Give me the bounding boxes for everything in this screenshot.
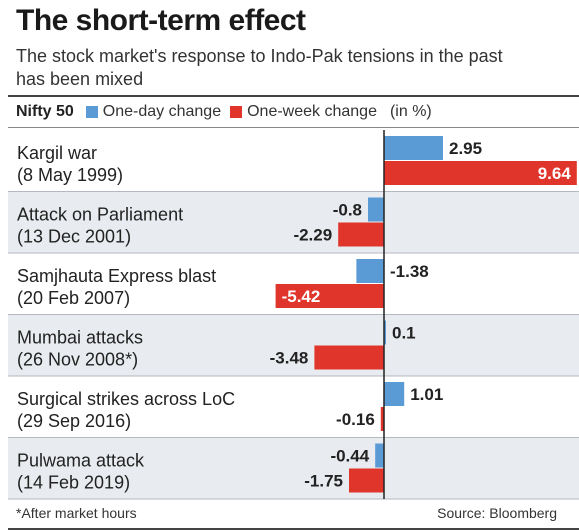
row-background [8,376,579,438]
category-label: Pulwama attack [17,451,145,471]
category-label: (14 Feb 2019) [17,473,130,493]
top-rule [8,95,579,97]
one-day-value-label: -1.38 [390,262,429,281]
category-label: (20 Feb 2007) [17,288,130,308]
one-week-value-label: -1.75 [304,472,343,491]
legend-label-one-day: One-day change [102,103,222,120]
one-week-bar [384,161,577,185]
one-day-value-label: 2.95 [449,139,482,158]
one-day-value-label: -0.44 [330,447,369,466]
row-background [8,191,579,253]
one-day-bar [384,136,443,160]
legend-swatch-one-week [230,106,243,118]
source-note: Source: Bloomberg [437,505,557,521]
one-week-value-label: -5.42 [282,287,321,306]
category-label: Surgical strikes across LoC [17,389,235,409]
one-day-value-label: -0.8 [333,201,362,220]
category-label: (29 Sep 2016) [17,411,131,431]
one-week-value-label: -2.29 [293,226,332,245]
category-label: Attack on Parliament [17,205,183,225]
one-day-bar [368,197,384,222]
one-week-bar [349,468,384,493]
row-background [8,437,579,499]
one-day-bar [356,259,384,283]
one-week-bar [275,284,384,308]
one-week-value-label: -0.16 [336,410,375,429]
category-label: (26 Nov 2008*) [17,350,138,370]
one-day-value-label: 1.01 [410,385,443,404]
chart-subtitle: The stock market's response to Indo-Pak … [16,46,503,89]
category-label: (13 Dec 2001) [17,227,131,247]
one-day-value-label: 0.1 [392,324,416,343]
category-label: Samjhauta Express blast [17,266,216,286]
category-label: Kargil war [17,143,97,163]
legend-unit: (in %) [389,103,432,120]
one-day-bar [384,382,405,406]
category-label: Mumbai attacks [17,328,143,348]
chart-title: The short-term effect [16,4,306,37]
legend-index-label: Nifty 50 [16,103,74,120]
footnote: *After market hours [16,505,137,521]
one-week-value-label: -3.48 [270,349,309,368]
one-week-bar [380,407,384,431]
bottom-rule [8,528,579,530]
row-background [8,314,579,376]
one-week-value-label: 9.64 [538,164,572,183]
legend-label-one-week: One-week change [247,103,377,120]
legend: Nifty 50 One-day change One-week change … [16,101,432,123]
category-label: (8 May 1999) [17,165,123,185]
legend-rule [8,127,579,128]
one-day-bar [384,320,386,345]
legend-swatch-one-day [85,106,98,118]
one-day-bar [375,443,384,468]
one-week-bar [314,345,384,370]
one-week-bar [338,222,384,247]
